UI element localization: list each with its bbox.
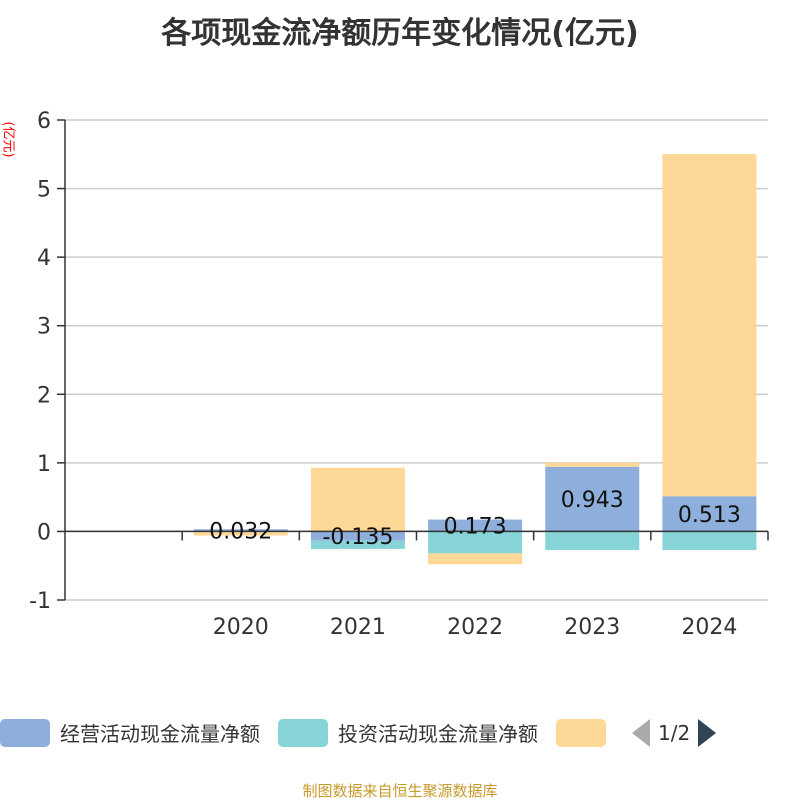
data-label: 0.943 (561, 488, 624, 513)
bar-1 (428, 519, 523, 532)
bar-2 (428, 531, 523, 554)
legend-label: 投资活动现金流量净额 (338, 722, 538, 746)
bar-1 (193, 529, 288, 532)
legend: 经营活动现金流量净额 投资活动现金流量净额 1/2 (0, 718, 717, 747)
y-tick-label: 6 (37, 109, 51, 134)
data-label: 0.173 (444, 514, 507, 539)
y-tick-label: 5 (37, 178, 51, 203)
bar-1 (545, 466, 640, 532)
bar-1 (662, 496, 757, 532)
bar-3 (545, 462, 640, 467)
bar-2 (310, 540, 405, 549)
data-label: 0.513 (678, 503, 741, 528)
source-note: 制图数据来自恒生聚源数据库 (302, 782, 498, 800)
chart-plot: -1 0 1 2 3 4 5 6 2020 2021 2022 2023 2024 0.032 -0.135… (29, 109, 769, 640)
y-tick-label: 0 (37, 520, 51, 545)
legend-item-operating[interactable]: 经营活动现金流量净额 (0, 718, 260, 747)
bar-2 (662, 531, 757, 550)
y-tick-label: 2 (37, 383, 51, 408)
x-tick-label: 2022 (447, 615, 503, 640)
bar-3 (428, 553, 523, 565)
y-tick-label: 1 (37, 452, 51, 477)
chart-title: 各项现金流净额历年变化情况(亿元) (161, 16, 639, 51)
bar-2 (545, 531, 640, 550)
legend-item-financing[interactable] (556, 718, 614, 747)
data-label: -0.135 (322, 525, 393, 550)
bar-3 (310, 467, 405, 532)
legend-label: 经营活动现金流量净额 (60, 722, 260, 746)
bar-3 (662, 154, 757, 497)
prev-page-icon[interactable] (632, 718, 650, 747)
x-tick-label: 2020 (213, 615, 269, 640)
next-page-icon[interactable] (698, 718, 717, 747)
bar-1 (310, 531, 405, 541)
data-label: 0.032 (209, 519, 272, 544)
bar-3 (193, 532, 288, 536)
y-tick-label: 3 (37, 315, 51, 340)
y-tick-label: 4 (37, 246, 51, 271)
legend-page: 1/2 (658, 720, 691, 745)
legend-pager: 1/2 (632, 718, 717, 747)
x-tick-label: 2021 (330, 615, 386, 640)
legend-item-investing[interactable]: 投资活动现金流量净额 (278, 718, 538, 747)
x-tick-label: 2024 (681, 615, 737, 640)
x-tick-label: 2023 (564, 615, 620, 640)
y-tick-label: -1 (29, 589, 51, 614)
